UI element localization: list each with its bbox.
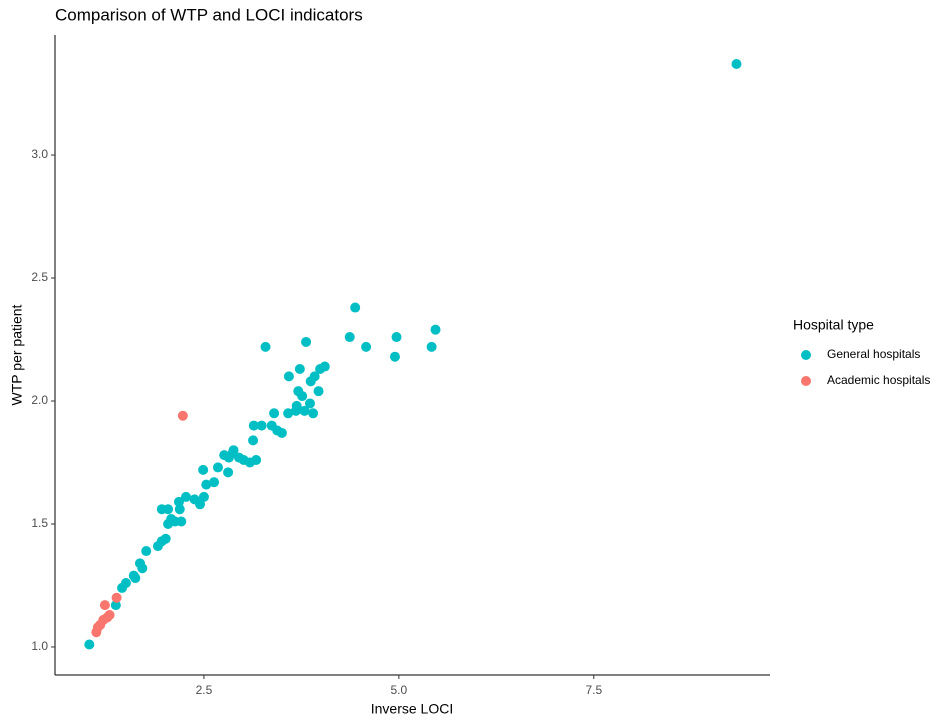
point [163, 504, 174, 515]
point [276, 427, 287, 438]
legend-title: Hospital type [793, 317, 874, 333]
chart-title: Comparison of WTP and LOCI indicators [55, 5, 363, 24]
point [260, 341, 271, 352]
point [174, 504, 185, 515]
point [209, 477, 220, 488]
point [160, 533, 171, 544]
point [319, 361, 330, 372]
point [389, 351, 400, 362]
x-axis-label: Inverse LOCI [371, 701, 453, 717]
y-axis-label: WTP per patient [9, 304, 25, 405]
point [301, 336, 312, 347]
legend-swatch [801, 376, 811, 386]
x-tick-label: 5.0 [391, 683, 408, 697]
point [256, 420, 267, 431]
y-tick-label: 1.0 [31, 639, 48, 653]
point [248, 420, 259, 431]
point [426, 341, 437, 352]
y-tick-label: 2.5 [31, 270, 48, 284]
point [731, 59, 742, 70]
point [309, 371, 320, 382]
y-tick-label: 3.0 [31, 147, 48, 161]
x-tick-label: 2.5 [196, 683, 213, 697]
point [344, 332, 355, 343]
point [430, 324, 441, 335]
legend-label: Academic hospitals [827, 373, 930, 387]
point [180, 491, 191, 502]
point [110, 600, 121, 611]
point [251, 455, 262, 466]
point [299, 405, 310, 416]
point [313, 386, 324, 397]
point [304, 398, 315, 409]
point [297, 391, 308, 402]
point [84, 639, 95, 650]
point [173, 496, 184, 507]
legend-label: General hospitals [827, 347, 920, 361]
point [228, 445, 239, 456]
legend-swatch [801, 350, 811, 360]
point [283, 408, 294, 419]
point [176, 516, 187, 527]
point [177, 410, 188, 421]
point [269, 408, 280, 419]
point [198, 491, 209, 502]
point [201, 479, 212, 490]
point [283, 371, 294, 382]
point [361, 341, 372, 352]
point [99, 600, 110, 611]
point [130, 573, 141, 584]
point [104, 609, 115, 620]
point [308, 408, 319, 419]
point [391, 332, 402, 343]
point [291, 400, 302, 411]
point [212, 462, 223, 473]
point [137, 563, 148, 574]
point [198, 464, 209, 475]
point [223, 467, 234, 478]
point [111, 592, 122, 603]
point [248, 435, 259, 446]
point [294, 364, 305, 375]
point [195, 499, 206, 510]
point [141, 546, 152, 557]
x-tick-label: 7.5 [585, 683, 602, 697]
point [350, 302, 361, 313]
point [120, 578, 131, 589]
y-tick-label: 1.5 [31, 516, 48, 530]
y-tick-label: 2.0 [31, 393, 48, 407]
